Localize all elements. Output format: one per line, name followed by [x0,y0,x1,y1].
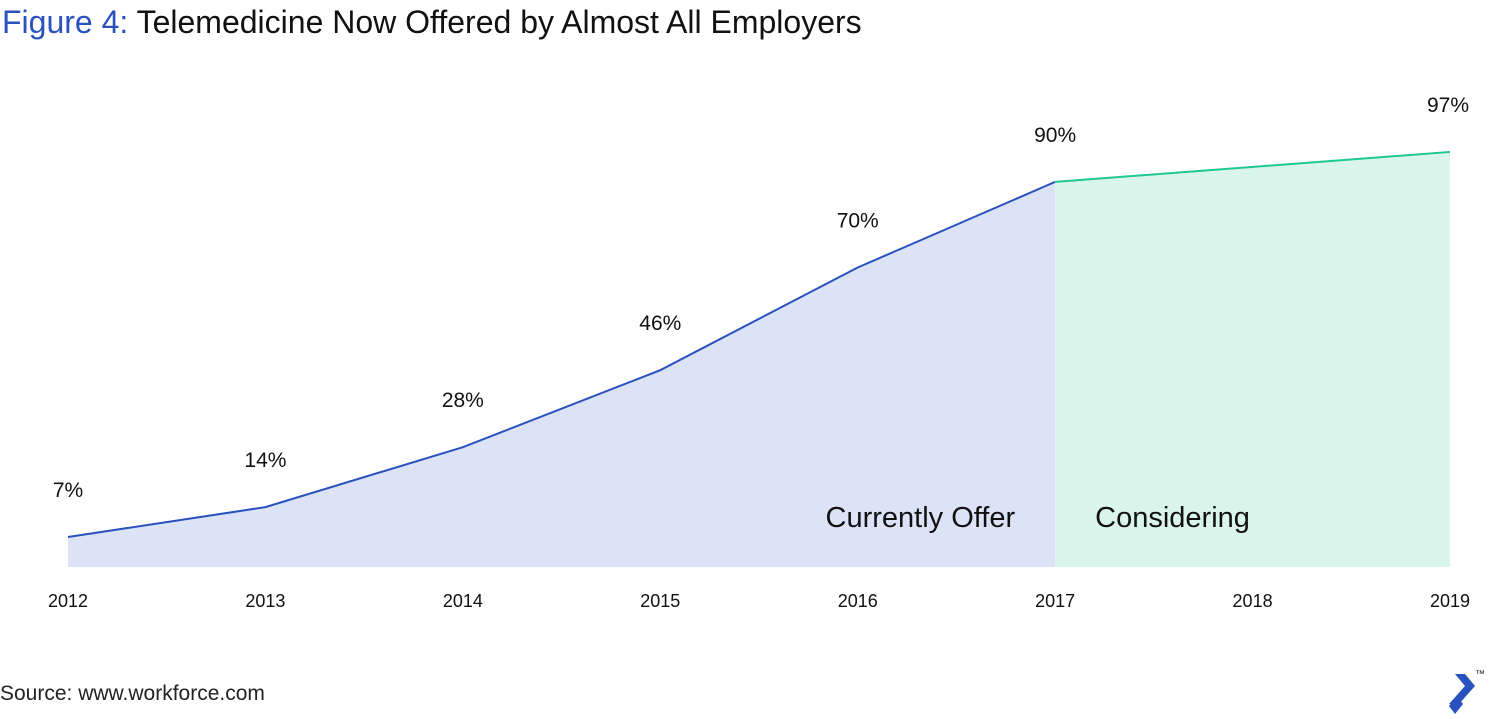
x-tick-label-2016: 2016 [838,591,878,611]
data-label-2017: 90% [1034,124,1076,147]
data-label-2013: 14% [244,449,286,472]
currently-offer-region-label: Currently Offer [826,502,1016,534]
considering-area [1055,151,1450,567]
x-tick-label-2013: 2013 [245,591,285,611]
source-note: Source: www.workforce.com [0,682,265,705]
data-label-2014: 28% [442,389,484,412]
toptal-mark-icon [1449,674,1475,714]
currently-offer-line [67,180,1056,539]
figure-number: Figure 4: [2,4,129,40]
x-tick-label-2017: 2017 [1035,591,1075,611]
currently-offer-area [68,181,1056,567]
x-tick-label-2019: 2019 [1430,591,1470,611]
data-label-2015: 46% [639,312,681,335]
x-tick-label-2018: 2018 [1233,591,1273,611]
data-label-2019: 97% [1427,94,1469,117]
data-label-2012: 7% [53,479,83,502]
data-label-2016: 70% [837,209,879,232]
chart-title: Figure 4: Telemedicine Now Offered by Al… [2,2,862,42]
x-tick-label-2014: 2014 [443,591,483,611]
trademark-label: ™ [1475,669,1485,680]
title-text: Telemedicine Now Offered by Almost All E… [136,4,862,40]
toptal-logo: ™ [1449,669,1485,714]
x-tick-label-2012: 2012 [48,591,88,611]
considering-line [1055,150,1451,183]
considering-region-label: Considering [1095,502,1250,534]
x-tick-label-2015: 2015 [640,591,680,611]
